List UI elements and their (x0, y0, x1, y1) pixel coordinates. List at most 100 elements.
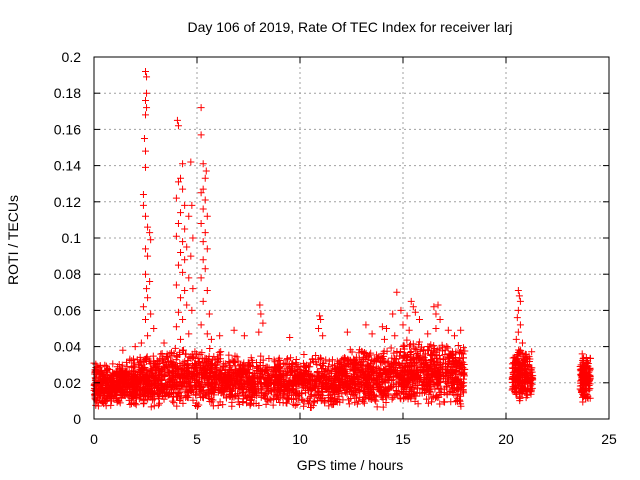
data-point-cluster-6 (338, 390, 346, 398)
data-point-cluster-6 (344, 383, 352, 391)
data-point-cluster-4 (222, 360, 230, 368)
data-point-28 (174, 122, 182, 130)
data-point-cluster-5 (269, 401, 277, 409)
data-point-cluster-5 (312, 352, 320, 360)
data-point-85 (131, 343, 139, 351)
data-point-79 (203, 286, 211, 294)
data-point-cluster-4 (253, 364, 261, 372)
data-point-cluster-3 (202, 391, 210, 399)
data-point-cluster-7 (410, 362, 418, 370)
data-point-133 (512, 335, 520, 343)
data-point-123 (444, 326, 452, 334)
data-point-cluster-6 (337, 367, 345, 375)
data-point-cluster-3 (179, 399, 187, 407)
data-point-cluster-7 (415, 338, 423, 346)
data-point-cluster-3 (179, 365, 187, 373)
data-point-cluster-1 (123, 358, 131, 366)
data-point-cluster-4 (257, 352, 265, 360)
data-point-118 (430, 303, 438, 311)
data-point-84 (207, 335, 215, 343)
data-point-54 (185, 330, 193, 338)
data-point-cluster-4 (222, 393, 230, 401)
data-point-121 (436, 315, 444, 323)
data-point-27 (173, 116, 181, 124)
data-point-41 (183, 243, 191, 251)
data-point-91 (256, 301, 264, 309)
data-point-cluster-5 (305, 377, 313, 385)
data-point-cluster-4 (245, 392, 253, 400)
data-point-cluster-1 (124, 375, 132, 383)
data-point-cluster-1 (130, 369, 138, 377)
data-point-cluster-0 (102, 380, 110, 388)
data-point-cluster-7 (453, 385, 461, 393)
data-point-cluster-7 (449, 384, 457, 392)
data-point-cluster-3 (170, 381, 178, 389)
data-point-cluster-4 (226, 359, 234, 367)
data-point-cluster-5 (282, 370, 290, 378)
data-point-cluster-7 (436, 375, 444, 383)
data-point-cluster-4 (261, 394, 269, 402)
data-point-cluster-4 (222, 385, 230, 393)
data-point-cluster-3 (217, 348, 225, 356)
data-point-cluster-8 (517, 347, 525, 355)
data-point-70 (199, 205, 207, 213)
data-point-cluster-7 (420, 346, 428, 354)
data-point-cluster-0 (91, 385, 99, 393)
data-point-cluster-9 (586, 364, 594, 372)
data-point-cluster-7 (417, 359, 425, 367)
data-point-74 (199, 238, 207, 246)
data-point-86 (119, 346, 127, 354)
data-point-cluster-5 (306, 376, 314, 384)
data-point-cluster-9 (579, 373, 587, 381)
data-point-cluster-0 (106, 392, 114, 400)
data-point-cluster-8 (512, 374, 520, 382)
data-point-cluster-6 (379, 403, 387, 411)
data-point-cluster-7 (444, 344, 452, 352)
data-point-34 (181, 201, 189, 209)
data-point-cluster-5 (269, 380, 277, 388)
data-point-cluster-1 (126, 400, 134, 408)
data-point-cluster-6 (353, 394, 361, 402)
data-point-cluster-9 (583, 358, 591, 366)
data-point-cluster-6 (377, 357, 385, 365)
data-point-52 (179, 315, 187, 323)
data-point-cluster-5 (293, 401, 301, 409)
y-axis-label: ROTI / TECUs (5, 195, 21, 285)
data-point-cluster-7 (441, 398, 449, 406)
data-point-cluster-1 (116, 399, 124, 407)
data-point-cluster-6 (380, 377, 388, 385)
data-point-cluster-7 (433, 382, 441, 390)
data-point-cluster-4 (218, 369, 226, 377)
x-tick-label-2: 10 (292, 431, 308, 447)
data-point-cluster-6 (369, 384, 377, 392)
data-point-112 (407, 297, 415, 305)
data-point-cluster-3 (189, 353, 197, 361)
data-point-cluster-7 (454, 342, 462, 350)
data-point-cluster-3 (160, 359, 168, 367)
data-point-99 (319, 332, 327, 340)
data-point-cluster-7 (427, 377, 435, 385)
data-point-cluster-4 (247, 382, 255, 390)
data-point-cluster-5 (325, 377, 333, 385)
data-point-cluster-0 (109, 360, 117, 368)
data-point-cluster-7 (399, 342, 407, 350)
data-point-cluster-5 (333, 385, 341, 393)
data-point-cluster-5 (328, 395, 336, 403)
data-point-cluster-3 (198, 380, 206, 388)
data-point-cluster-5 (280, 380, 288, 388)
data-point-cluster-8 (524, 360, 532, 368)
data-point-cluster-5 (281, 365, 289, 373)
data-point-cluster-5 (317, 355, 325, 363)
data-point-cluster-7 (460, 379, 468, 387)
data-point-cluster-5 (319, 365, 327, 373)
data-point-cluster-7 (433, 346, 441, 354)
data-point-59 (187, 252, 195, 260)
data-point-cluster-3 (168, 389, 176, 397)
data-point-cluster-6 (367, 349, 375, 357)
data-point-67 (199, 185, 207, 193)
data-point-cluster-6 (378, 391, 386, 399)
data-point-124 (457, 326, 465, 334)
data-point-cluster-6 (345, 388, 353, 396)
data-point-cluster-3 (209, 378, 217, 386)
data-point-cluster-0 (109, 379, 117, 387)
